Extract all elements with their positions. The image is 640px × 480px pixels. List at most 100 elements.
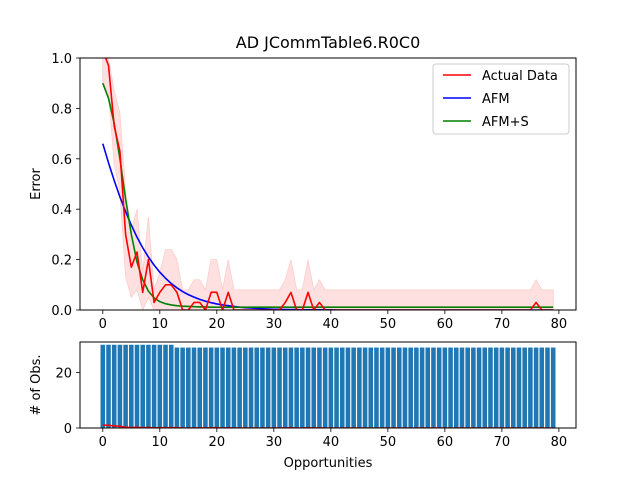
- bar: [345, 347, 351, 428]
- x-tick-label: 50: [380, 435, 397, 450]
- error-chart: AD JCommTable6.R0C0 0 10 20 30 40 50 60 70 80 0.…: [29, 33, 577, 332]
- bar: [357, 347, 362, 428]
- bar: [459, 347, 465, 428]
- bar: [208, 347, 214, 428]
- bar: [300, 347, 305, 428]
- x-tick-label: 80: [551, 435, 568, 450]
- x-axis-ticks-bottom: 0 10 20 30 40 50 60 70 80: [99, 428, 568, 450]
- bar: [237, 347, 242, 428]
- y-axis-ticks-bottom: 0 20: [55, 367, 80, 437]
- plot-frame: [79, 57, 577, 311]
- bar: [448, 347, 453, 428]
- bar: [516, 347, 522, 428]
- bar: [402, 347, 408, 428]
- legend-label-afm: AFM: [482, 92, 510, 107]
- bar: [214, 347, 220, 428]
- confidence-band-area: [102, 58, 554, 310]
- bar: [505, 347, 510, 428]
- bar: [180, 347, 185, 428]
- series-line-actual-data: [104, 58, 554, 310]
- bar: [391, 347, 396, 428]
- x-tick-label: 40: [323, 317, 340, 332]
- x-tick-label: 10: [152, 317, 169, 332]
- bar: [414, 347, 419, 428]
- bar: [368, 347, 374, 428]
- x-tick-label: 80: [551, 317, 568, 332]
- bar: [203, 347, 208, 428]
- bar: [168, 344, 174, 428]
- x-tick-label: 20: [209, 435, 226, 450]
- x-tick-label: 30: [266, 435, 283, 450]
- bar: [322, 347, 328, 428]
- bar: [163, 344, 168, 428]
- y-axis-label-bottom: # of Obs.: [29, 354, 44, 415]
- bar: [362, 347, 368, 428]
- y-axis-ticks: 0.0 0.2 0.4 0.6 0.8 1.0: [51, 52, 80, 319]
- y-tick-label: 0.4: [51, 203, 72, 218]
- bar: [419, 347, 425, 428]
- bar: [134, 344, 140, 428]
- x-tick-label: 70: [494, 435, 511, 450]
- x-axis-label: Opportunities: [284, 456, 373, 471]
- bar: [511, 347, 516, 428]
- bar: [351, 347, 356, 428]
- bar: [231, 347, 237, 428]
- bar: [533, 347, 539, 428]
- bar: [305, 347, 311, 428]
- bar: [186, 347, 191, 428]
- x-tick-label: 20: [209, 317, 226, 332]
- y-tick-label: 0.8: [51, 102, 72, 117]
- y-tick-label: 0.2: [51, 254, 72, 269]
- bar: [146, 344, 151, 428]
- bar: [140, 344, 145, 428]
- legend-label-actual-data: Actual Data: [482, 69, 558, 84]
- bar: [522, 347, 527, 428]
- y-axis-label: Error: [29, 168, 44, 200]
- bar: [151, 344, 157, 428]
- x-tick-label: 0: [99, 317, 107, 332]
- bar: [260, 347, 265, 428]
- legend: Actual Data AFM AFM+S: [432, 63, 570, 135]
- bar: [123, 344, 128, 428]
- bar: [465, 347, 470, 428]
- x-tick-label: 60: [437, 435, 454, 450]
- x-tick-label: 30: [266, 317, 283, 332]
- legend-label-afm-s: AFM+S: [482, 115, 529, 130]
- bar: [117, 344, 123, 428]
- bar: [374, 347, 379, 428]
- bar: [225, 347, 231, 428]
- bar: [436, 347, 442, 428]
- bar: [254, 347, 260, 428]
- x-axis-ticks: 0 10 20 30 40 50 60 70 80: [99, 310, 568, 332]
- bar: [408, 347, 413, 428]
- bar: [106, 344, 111, 428]
- bar: [129, 344, 134, 428]
- bar: [294, 347, 299, 428]
- bars: [100, 344, 556, 428]
- bar: [271, 347, 277, 428]
- bar: [100, 344, 106, 428]
- bar: [488, 347, 493, 428]
- bar: [385, 347, 391, 428]
- bar: [431, 347, 436, 428]
- bar: [265, 347, 271, 428]
- plot-frame-bottom: [79, 341, 577, 429]
- x-tick-label: 70: [494, 317, 511, 332]
- bar: [111, 344, 117, 428]
- bar: [545, 347, 550, 428]
- bar: [248, 347, 254, 428]
- bar: [328, 347, 334, 428]
- bar: [339, 347, 345, 428]
- bar: [471, 347, 476, 428]
- bar: [396, 347, 402, 428]
- y-tick-label: 20: [55, 367, 72, 382]
- bar: [425, 347, 431, 428]
- bar: [476, 347, 482, 428]
- chart-title: AD JCommTable6.R0C0: [236, 33, 421, 52]
- bar: [539, 347, 545, 428]
- bar: [550, 347, 556, 428]
- y-tick-label: 0.0: [51, 304, 72, 319]
- series-line-afm-s: [102, 82, 554, 309]
- bar: [499, 347, 505, 428]
